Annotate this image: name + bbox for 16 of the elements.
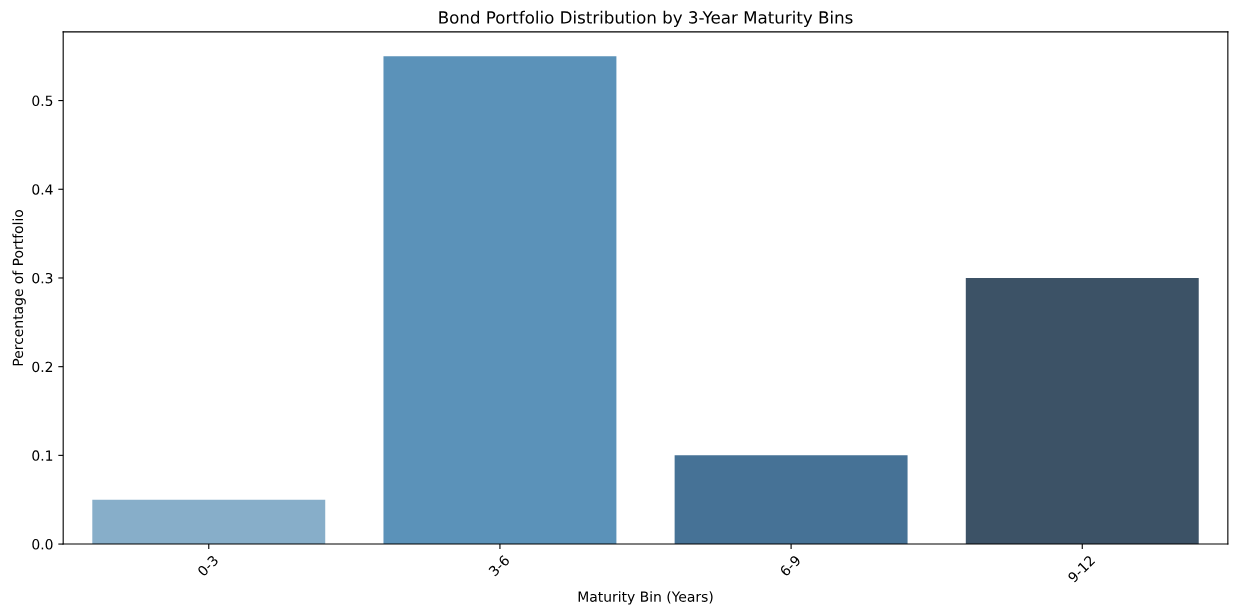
y-axis-title: Percentage of Portfolio xyxy=(12,209,26,366)
bar xyxy=(965,277,1199,545)
x-tick-label: 0-3 xyxy=(196,554,219,577)
bar xyxy=(92,499,326,545)
chart-title: Bond Portfolio Distribution by 3-Year Maturity Bins xyxy=(439,10,853,27)
y-tick-label: 0.4 xyxy=(32,184,53,195)
bar xyxy=(674,455,908,545)
bar xyxy=(383,56,617,545)
y-tick-label: 0.0 xyxy=(32,539,53,550)
y-tick-label: 0.5 xyxy=(32,95,53,107)
x-tick-label: 3-6 xyxy=(488,554,511,577)
y-tick-label: 0.1 xyxy=(32,450,53,461)
x-axis-title: Maturity Bin (Years) xyxy=(578,591,713,605)
y-tick-label: 0.3 xyxy=(32,272,53,284)
x-tick-label: 6-9 xyxy=(779,554,802,577)
y-tick-label: 0.2 xyxy=(32,361,53,373)
